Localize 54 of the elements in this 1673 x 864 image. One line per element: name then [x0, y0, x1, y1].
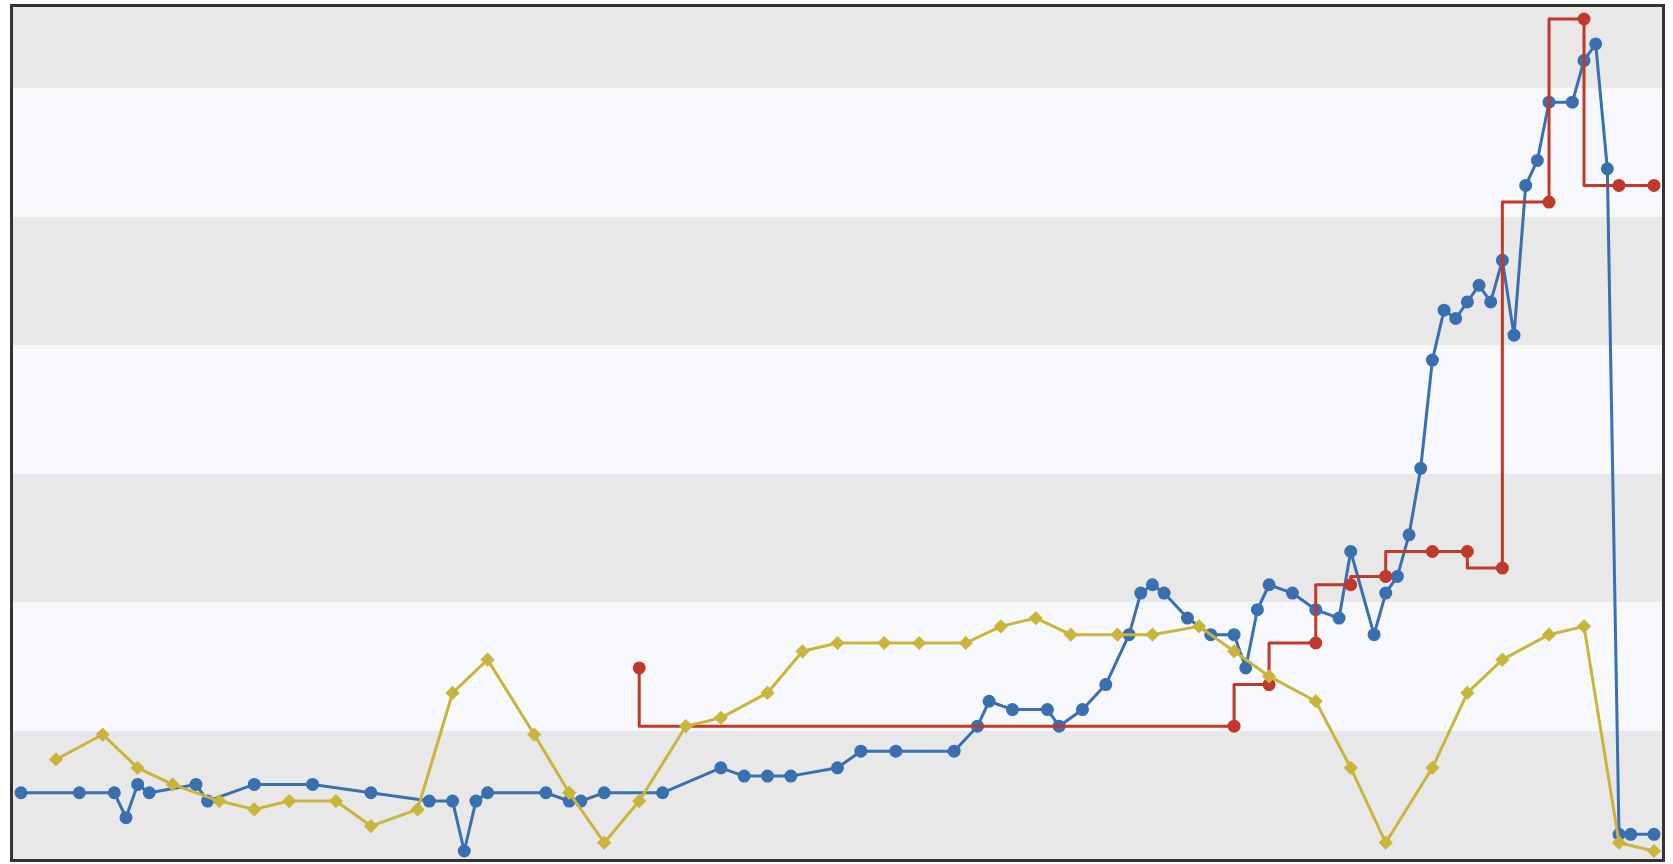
point — [1192, 619, 1206, 633]
point — [994, 619, 1008, 633]
point — [761, 686, 775, 700]
point — [527, 728, 541, 742]
point — [212, 794, 226, 808]
point — [632, 794, 646, 808]
point — [364, 819, 378, 833]
point — [1309, 636, 1323, 650]
point — [1145, 628, 1159, 642]
point — [1577, 619, 1591, 633]
point — [446, 686, 460, 700]
point — [877, 636, 891, 650]
point — [1227, 719, 1241, 733]
point — [1262, 669, 1276, 683]
point — [1379, 569, 1393, 583]
point — [481, 653, 495, 667]
point — [1460, 544, 1474, 558]
point — [1110, 628, 1124, 642]
point — [329, 794, 343, 808]
point — [282, 794, 296, 808]
point — [1344, 578, 1358, 592]
point — [49, 752, 63, 766]
point — [679, 719, 693, 733]
point — [1227, 644, 1241, 658]
point — [1647, 178, 1661, 192]
point — [1495, 561, 1509, 575]
point — [831, 636, 844, 650]
point — [1425, 544, 1439, 558]
point — [1495, 653, 1509, 667]
point — [1309, 694, 1323, 708]
point — [247, 802, 261, 816]
point — [411, 802, 425, 816]
point — [1029, 611, 1043, 625]
point — [796, 644, 810, 658]
point — [1425, 761, 1439, 775]
point — [1064, 628, 1078, 642]
point — [714, 711, 728, 725]
point — [1577, 12, 1591, 26]
point — [1344, 761, 1358, 775]
point — [1542, 195, 1556, 209]
point — [1612, 836, 1626, 850]
point — [562, 786, 576, 800]
point — [1379, 836, 1393, 850]
point — [131, 761, 145, 775]
point — [912, 636, 926, 650]
point — [166, 777, 180, 791]
point — [597, 836, 611, 850]
point — [1647, 844, 1661, 858]
point — [959, 636, 973, 650]
point — [1460, 686, 1474, 700]
point — [96, 728, 110, 742]
point — [632, 661, 646, 675]
point — [1612, 178, 1626, 192]
point — [1542, 628, 1556, 642]
